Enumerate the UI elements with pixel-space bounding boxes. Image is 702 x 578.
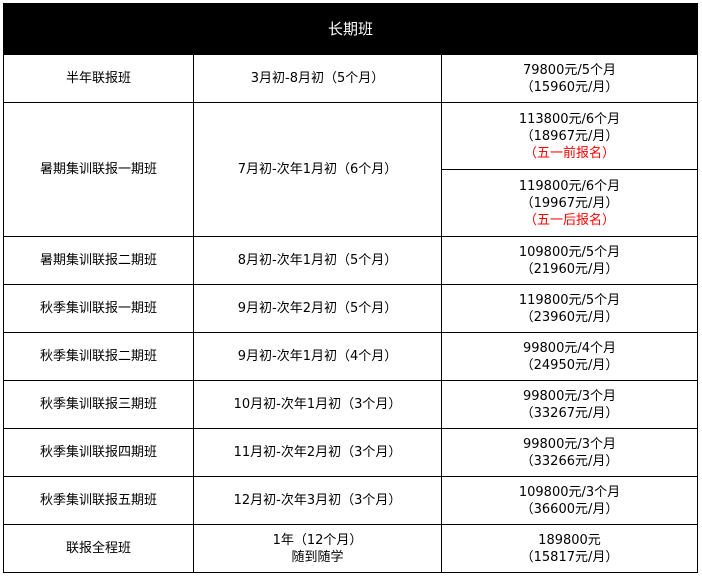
period-cell: 1年（12个月） 随到随学 [193,524,442,573]
class-name-cell: 秋季集训联报二期班 [3,332,194,381]
class-name-cell: 秋季集训联报三期班 [3,380,194,429]
period-cell: 12月初-次年3月初（3个月） [193,476,442,525]
cell-text: 随到随学 [291,549,344,565]
cell-text: 10月初-次年1月初（3个月） [233,397,402,412]
cell-text: 9月初-次年2月初（5个月） [237,301,398,316]
period-cell: 3月初-8月初（5个月） [193,54,442,103]
table-row: 119800元/6个月 （19967元/月） （五一后报名） [4,169,698,237]
class-name-cell: 暑期集训联报二期班 [3,236,194,285]
cell-text: 7月初-次年1月初（6个月） [237,162,398,177]
cell-text: （23960元/月） [520,309,619,325]
cell-text: 秋季集训联报二期班 [39,349,157,364]
cell-text: （18967元/月） [520,128,619,144]
class-name-cell: 秋季集训联报四期班 [3,428,194,477]
period-cell: 9月初-次年1月初（4个月） [193,332,442,381]
cell-text: 99800元/3个月 [522,388,616,404]
cell-text: 119800元/5个月 [518,292,621,308]
table-title: 长期班 [3,3,698,55]
cell-text: （21960元/月） [520,261,619,277]
table-row: 秋季集训联报五期班 12月初-次年3月初（3个月） 109800元/3个月 （3660… [3,476,698,525]
table-row: 秋季集训联报二期班 9月初-次年1月初（4个月） 99800元/4个月 （24950元… [3,332,698,381]
cell-text: 秋季集训联报五期班 [39,493,157,508]
cell-text: 99800元/4个月 [522,340,616,356]
cell-text: （五一前报名） [523,145,615,161]
cell-text: （15960元/月） [520,79,619,95]
class-name-cell: 联报全程班 [3,524,194,573]
class-name-cell: 半年联报班 [3,54,194,103]
price-cell: 99800元/3个月 （33267元/月） [441,380,698,429]
cell-text: 暑期集训联报二期班 [39,253,157,268]
cell-text: 79800元/5个月 [522,62,616,78]
period-cell: 9月初-次年2月初（5个月） [193,284,442,333]
class-name-cell: 秋季集训联报五期班 [3,476,194,525]
cell-text: 11月初-次年2月初（3个月） [233,445,402,460]
cell-text: （33266元/月） [520,453,619,469]
cell-text: 109800元/3个月 [518,484,621,500]
price-cell: 189800元 （15817元/月） [441,524,698,573]
period-cell: 8月初-次年1月初（5个月） [193,236,442,285]
cell-text: （19967元/月） [520,195,619,211]
cell-text: （24950元/月） [520,357,619,373]
cell-text: 119800元/6个月 [518,178,621,194]
cell-text: 109800元/5个月 [518,244,621,260]
cell-text: 半年联报班 [65,71,131,86]
table-row: 秋季集训联报四期班 11月初-次年2月初（3个月） 99800元/3个月 （33266… [3,428,698,477]
pricing-table: 长期班 半年联报班 3月初-8月初（5个月） 79800元/5个月 （15960元/月… [3,3,698,573]
table-row: 联报全程班 1年（12个月） 随到随学 189800元 （15817元/月） [3,524,698,573]
class-name-cell: 秋季集训联报一期班 [3,284,194,333]
price-cell: 109800元/5个月 （21960元/月） [441,236,698,285]
cell-text: 189800元 [538,532,601,548]
table-row: 半年联报班 3月初-8月初（5个月） 79800元/5个月 （15960元/月） [3,54,698,103]
cell-text: 秋季集训联报四期班 [39,445,157,460]
cell-text: 1年（12个月） [272,532,363,548]
period-cell: 7月初-次年1月初（6个月） [193,102,442,237]
table-row: 秋季集训联报三期班 10月初-次年1月初（3个月） 99800元/3个月 （33267… [3,380,698,429]
price-cell: 79800元/5个月 （15960元/月） [441,54,698,103]
cell-text: 3月初-8月初（5个月） [250,71,385,86]
cell-text: （36600元/月） [520,501,619,517]
price-cell: 119800元/6个月 （19967元/月） （五一后报名） [441,169,698,237]
cell-text: 8月初-次年1月初（5个月） [237,253,398,268]
cell-text: （33267元/月） [520,405,619,421]
table-row: 暑期集训联报一期班 7月初-次年1月初（6个月） 113800元/6个月 （18967… [3,102,698,237]
cell-text: （五一后报名） [523,212,615,228]
period-cell: 11月初-次年2月初（3个月） [193,428,442,477]
period-cell: 10月初-次年1月初（3个月） [193,380,442,429]
price-cell: 113800元/6个月 （18967元/月） （五一前报名） [441,102,698,170]
cell-text: 99800元/3个月 [522,436,616,452]
price-cell: 99800元/4个月 （24950元/月） [441,332,698,381]
cell-text: 12月初-次年3月初（3个月） [233,493,402,508]
table-row: 暑期集训联报二期班 8月初-次年1月初（5个月） 109800元/5个月 （21960… [3,236,698,285]
price-cell: 109800元/3个月 （36600元/月） [441,476,698,525]
price-cell: 119800元/5个月 （23960元/月） [441,284,698,333]
price-cell: 99800元/3个月 （33266元/月） [441,428,698,477]
cell-text: （15817元/月） [520,549,619,565]
cell-text: 暑期集训联报一期班 [39,162,157,177]
cell-text: 秋季集训联报一期班 [39,301,157,316]
cell-text: 秋季集训联报三期班 [39,397,157,412]
cell-text: 113800元/6个月 [518,111,621,127]
class-name-cell: 暑期集训联报一期班 [3,102,194,237]
cell-text: 9月初-次年1月初（4个月） [237,349,398,364]
cell-text: 联报全程班 [65,541,131,556]
table-row: 秋季集训联报一期班 9月初-次年2月初（5个月） 119800元/5个月 （23960… [3,284,698,333]
